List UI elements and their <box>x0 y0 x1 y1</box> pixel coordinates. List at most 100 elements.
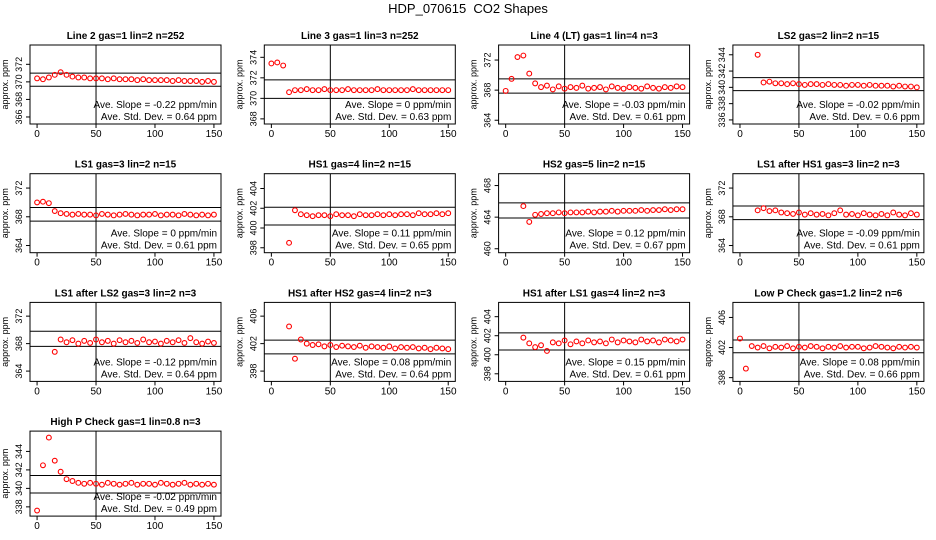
data-point <box>620 85 627 92</box>
data-point <box>157 77 164 84</box>
data-point <box>439 211 446 218</box>
data-point <box>825 81 832 88</box>
data-point <box>297 87 304 94</box>
data-point <box>608 336 615 343</box>
data-point <box>585 208 592 215</box>
y-tick-label: 406 <box>248 309 258 324</box>
data-point <box>409 86 416 93</box>
data-point <box>134 339 141 346</box>
x-tick-label: 0 <box>737 258 743 269</box>
data-point <box>421 344 428 351</box>
y-axis-label: approx. ppm <box>469 188 479 238</box>
data-point <box>614 339 621 346</box>
panel: HS1 after LS1 gas=4 lin=2 n=3 approx. ppm… <box>469 288 692 397</box>
data-point <box>813 81 820 88</box>
data-point <box>748 343 755 349</box>
data-point <box>638 85 645 92</box>
data-point <box>40 198 46 205</box>
panel: High P Check gas=1 lin=0.8 n=3 approx. pp… <box>0 417 223 532</box>
data-point <box>404 344 410 351</box>
data-point <box>392 345 399 352</box>
y-tick-label: 398 <box>248 364 258 379</box>
x-tick-label: 50 <box>90 521 102 532</box>
data-point <box>380 344 387 351</box>
data-point <box>825 212 832 219</box>
panel: LS1 after LS2 gas=3 lin=2 n=3 approx. ppm… <box>0 288 223 397</box>
data-point <box>849 343 855 350</box>
data-point <box>368 212 375 219</box>
y-tick-label: 406 <box>717 310 727 325</box>
data-point <box>146 77 153 84</box>
data-point <box>790 80 796 87</box>
data-point <box>122 339 129 346</box>
data-point <box>784 210 791 217</box>
data-point <box>837 81 844 88</box>
x-tick-label: 150 <box>908 129 925 140</box>
data-point <box>81 337 88 344</box>
data-point <box>632 339 639 346</box>
data-point <box>57 69 64 76</box>
data-point <box>795 343 802 350</box>
data-point <box>404 211 410 218</box>
data-point <box>614 208 621 215</box>
data-point <box>128 337 135 344</box>
y-tick-label: 368 <box>717 209 727 224</box>
data-point <box>362 87 369 94</box>
y-axis-label: approx. ppm <box>0 188 10 238</box>
data-point <box>608 207 615 214</box>
data-point <box>538 84 544 91</box>
data-point <box>34 199 41 206</box>
data-point <box>849 81 855 88</box>
data-point <box>561 85 568 92</box>
annotation: Ave. Std. Dev. = 0.67 ppm <box>570 241 686 252</box>
data-point <box>181 339 188 346</box>
plot-box <box>263 44 456 125</box>
x-tick-label: 150 <box>440 386 457 397</box>
annotation: Ave. Std. Dev. = 0.66 ppm <box>804 369 920 380</box>
data-point <box>860 210 867 217</box>
data-point <box>878 343 885 350</box>
data-point <box>134 77 141 84</box>
data-point <box>439 87 446 94</box>
x-tick-label: 100 <box>850 129 867 140</box>
plot-box <box>29 44 222 125</box>
y-tick-label: 342 <box>14 462 24 477</box>
data-point <box>193 339 200 346</box>
data-point <box>57 336 64 343</box>
data-point <box>339 212 346 219</box>
y-tick-label: 336 <box>717 112 727 127</box>
data-point <box>742 365 749 372</box>
panel-title: LS2 gas=2 lin=2 n=15 <box>778 31 880 42</box>
y-tick-label: 338 <box>14 499 24 514</box>
annotation: Ave. Slope = -0.02 ppm/min <box>796 100 920 111</box>
x-tick-label: 0 <box>34 521 40 532</box>
x-tick-label: 100 <box>381 129 398 140</box>
plot-box <box>263 301 456 382</box>
data-point <box>673 83 680 90</box>
x-tick-label: 0 <box>737 129 743 140</box>
data-point <box>87 339 94 346</box>
data-point <box>157 479 164 486</box>
data-point <box>445 346 452 353</box>
data-point <box>152 481 158 488</box>
plot-box <box>732 301 925 382</box>
data-point <box>555 83 562 90</box>
data-point <box>526 340 533 347</box>
data-point <box>620 207 627 214</box>
data-point <box>152 77 158 84</box>
data-point <box>555 340 562 347</box>
data-point <box>884 82 891 89</box>
data-point <box>404 87 410 94</box>
plot-box <box>732 44 925 125</box>
y-axis-label: approx. ppm <box>469 59 479 109</box>
data-point <box>907 210 914 217</box>
data-point <box>626 84 633 91</box>
y-tick-label: 372 <box>14 309 24 324</box>
x-tick-label: 50 <box>325 129 337 140</box>
annotation: Ave. Slope = -0.02 ppm/min <box>94 492 218 503</box>
data-point <box>140 480 147 487</box>
data-point <box>303 340 310 347</box>
plot-box <box>29 173 222 254</box>
data-point <box>427 211 434 218</box>
